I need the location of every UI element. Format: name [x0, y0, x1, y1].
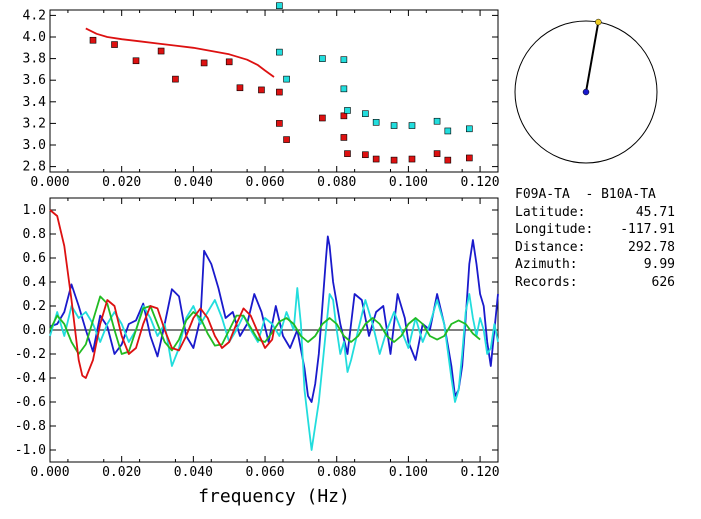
data-point	[340, 134, 348, 141]
x-tick-label: 0.100	[389, 175, 428, 190]
info-value: 292.78	[628, 239, 675, 255]
y-tick-label: 0.2	[23, 299, 46, 314]
data-point	[157, 47, 165, 55]
data-point	[444, 127, 452, 135]
y-tick-label: 3.0	[23, 138, 46, 153]
info-row: Longitude: -117.91	[515, 221, 675, 239]
y-tick-label: 0.0	[23, 323, 46, 338]
y-tick-label: -0.2	[15, 347, 46, 362]
data-point	[433, 117, 441, 125]
info-value: 9.99	[643, 257, 675, 272]
target-station-marker	[595, 18, 602, 26]
info-row: Records: 626	[515, 274, 675, 292]
data-point	[340, 85, 348, 93]
x-tick-label: 0.100	[389, 465, 428, 480]
info-label: Distance:	[515, 239, 586, 255]
data-point	[258, 86, 265, 94]
data-point	[132, 57, 140, 65]
data-point	[225, 58, 233, 66]
data-point	[444, 156, 452, 164]
data-point	[340, 112, 348, 120]
station-info-panel: F09A-TA - B10A-TA Latitude: 45.71 Longitud…	[515, 186, 675, 291]
y-tick-label: 3.4	[23, 95, 47, 110]
info-label: Longitude:	[515, 222, 594, 237]
data-point	[390, 156, 398, 164]
data-point	[276, 88, 283, 96]
y-tick-label: 0.4	[23, 275, 47, 290]
x-tick-label: 0.060	[245, 175, 284, 190]
series-line	[49, 295, 481, 355]
x-tick-label: 0.120	[461, 175, 500, 190]
y-tick-label: -0.4	[15, 371, 46, 386]
data-point	[319, 114, 326, 122]
x-tick-label: 0.080	[317, 465, 356, 480]
data-point	[362, 110, 369, 117]
data-point	[200, 59, 208, 67]
y-tick-label: 3.2	[23, 116, 46, 131]
data-point	[390, 122, 398, 129]
y-tick-label: 3.6	[23, 73, 46, 88]
origin-station-marker	[582, 88, 590, 96]
data-point	[276, 48, 283, 56]
data-point	[408, 122, 416, 129]
x-axis-label: frequency (Hz)	[198, 486, 350, 507]
info-value: 626	[651, 274, 675, 290]
y-tick-label: -0.8	[15, 419, 46, 434]
x-tick-label: 0.040	[174, 175, 213, 190]
data-point	[236, 84, 244, 92]
data-point	[344, 150, 351, 157]
y-tick-label: 2.8	[23, 160, 46, 175]
y-tick-label: -0.6	[15, 395, 46, 410]
y-tick-label: -1.0	[15, 443, 46, 458]
info-value: -117.91	[620, 222, 675, 237]
series-line	[49, 209, 275, 379]
data-point	[372, 155, 380, 163]
data-point	[276, 120, 283, 127]
y-tick-label: 4.2	[23, 8, 46, 23]
azimuth-circle	[514, 20, 658, 164]
x-tick-label: 0.000	[30, 465, 69, 480]
x-tick-label: 0.080	[317, 175, 356, 190]
series-line	[85, 27, 275, 78]
data-point	[172, 75, 179, 83]
x-tick-label: 0.000	[30, 175, 69, 190]
x-tick-label: 0.020	[102, 465, 141, 480]
x-tick-label: 0.020	[102, 175, 141, 190]
y-tick-label: 4.0	[23, 30, 46, 45]
y-tick-label: 0.8	[23, 227, 46, 242]
x-tick-label: 0.060	[245, 465, 284, 480]
info-row: Azimuth: 9.99	[515, 256, 675, 274]
data-point	[276, 2, 283, 9]
data-point	[319, 55, 326, 62]
series-line	[49, 235, 499, 403]
azimuth-line	[585, 21, 600, 93]
data-point	[433, 150, 441, 157]
info-row: Distance: 292.78	[515, 239, 675, 257]
x-tick-label: 0.040	[174, 465, 213, 480]
data-point	[362, 151, 369, 159]
info-value: 45.71	[635, 204, 675, 220]
info-label: Records:	[515, 274, 578, 290]
data-point	[111, 41, 118, 48]
data-point	[344, 107, 351, 114]
x-tick-label: 0.120	[461, 465, 500, 480]
plot-frame	[49, 9, 499, 173]
station-pair-label: F09A-TA - B10A-TA	[515, 187, 656, 202]
data-point	[408, 155, 416, 163]
data-point	[340, 56, 348, 63]
info-row: Latitude: 45.71	[515, 204, 675, 222]
data-point	[466, 154, 473, 162]
data-point	[283, 136, 290, 143]
y-tick-label: 1.0	[23, 203, 46, 218]
data-point	[466, 125, 473, 133]
data-point	[283, 75, 290, 83]
data-point	[89, 36, 97, 44]
y-tick-label: 3.8	[23, 52, 46, 67]
info-label: Latitude:	[515, 204, 586, 220]
info-label: Azimuth:	[515, 257, 578, 272]
data-point	[372, 119, 380, 126]
y-tick-label: 0.6	[23, 251, 46, 266]
